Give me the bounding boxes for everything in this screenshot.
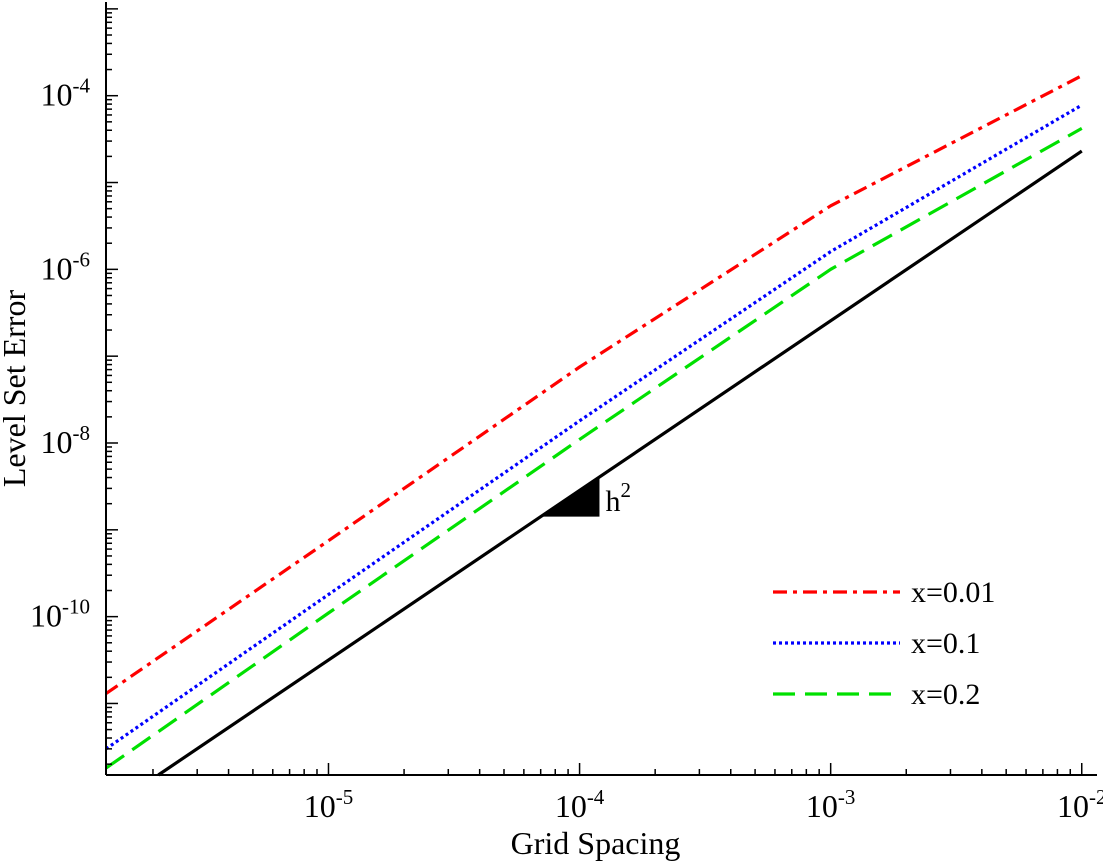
x-tick-label: 10-5 <box>304 785 354 824</box>
slope-annotation: h2 <box>540 476 631 518</box>
tick-labels: 10-5 10-4 10-3 10-2 10-10 10-8 10-6 10-4 <box>30 74 1103 824</box>
y-axis-title: Level Set Error <box>0 290 32 488</box>
legend-label: x=0.01 <box>911 576 995 609</box>
legend-label: x=0.2 <box>911 678 980 711</box>
x-tick-label: 10-4 <box>555 785 605 824</box>
series-line-x-0-01 <box>105 74 1083 695</box>
y-tick-label: 10-10 <box>30 595 90 634</box>
ticks <box>106 8 1083 775</box>
slope-triangle <box>540 476 600 517</box>
x-tick-label: 10-3 <box>806 785 856 824</box>
series-line-x-0-1 <box>105 103 1083 751</box>
y-tick-label: 10-8 <box>41 421 91 460</box>
series-layer <box>105 74 1083 777</box>
slope-label: h2 <box>605 478 631 518</box>
y-tick-label: 10-4 <box>41 74 91 113</box>
series-line-x-0-2 <box>105 127 1083 770</box>
y-tick-label: 10-6 <box>41 247 91 286</box>
legend-label: x=0.1 <box>911 627 980 660</box>
x-axis-title: Grid Spacing <box>511 825 681 861</box>
legend: x=0.01 x=0.1 x=0.2 <box>773 576 995 711</box>
x-tick-label: 10-2 <box>1057 785 1103 824</box>
series-line-reference-h-2 <box>157 149 1083 777</box>
